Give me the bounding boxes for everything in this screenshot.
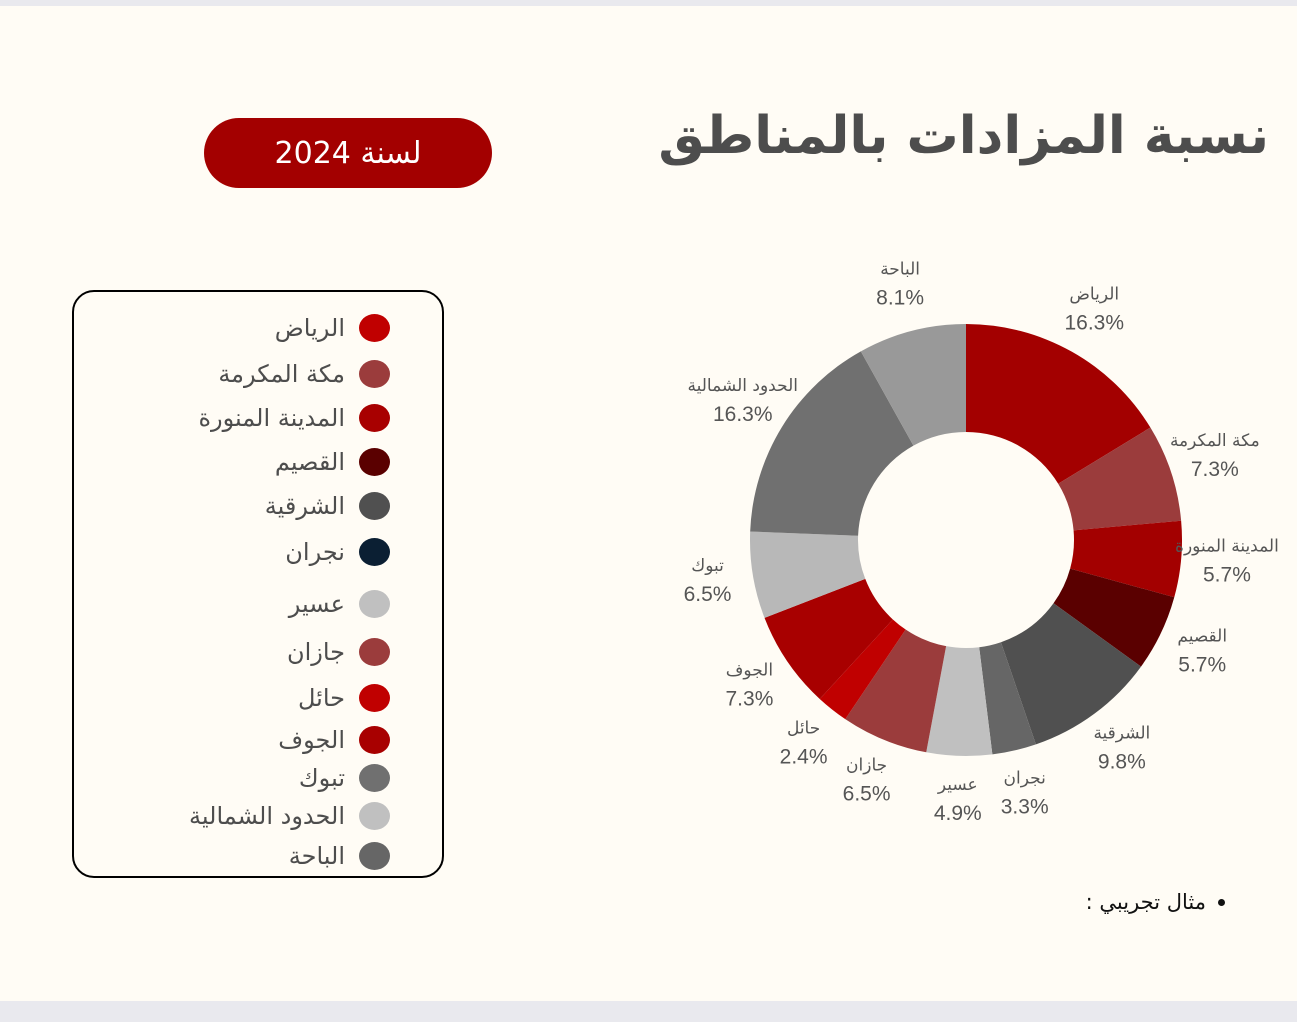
donut-slice xyxy=(926,646,993,756)
legend-item: حائل xyxy=(298,684,390,712)
legend-swatch xyxy=(359,360,390,388)
donut-slice xyxy=(750,531,866,618)
slice-category-label: جازان xyxy=(846,755,887,775)
note: مثال تجريبي : xyxy=(1086,890,1225,914)
slice-category-label: مكة المكرمة xyxy=(1170,431,1260,451)
legend-swatch xyxy=(359,802,390,830)
legend-label: حائل xyxy=(297,684,345,712)
slice-category-label: حائل xyxy=(787,719,820,739)
donut-slice xyxy=(966,324,1151,484)
slice-value-label: 5.7% xyxy=(1203,563,1251,586)
legend-item: الباحة xyxy=(289,842,390,870)
legend-label: الرياض xyxy=(274,314,345,342)
donut-slice xyxy=(764,578,893,699)
legend-item: الجوف xyxy=(278,726,390,754)
slice-value-label: 6.5% xyxy=(843,782,891,805)
page-title: نسبة المزادات بالمناطق xyxy=(658,106,1269,166)
year-badge: لسنة 2024 xyxy=(204,118,492,188)
slice-value-label: 4.9% xyxy=(934,802,982,825)
donut-slice xyxy=(979,642,1036,755)
donut-slice xyxy=(1058,427,1182,531)
slice-category-label: تبوك xyxy=(691,556,724,576)
legend-item: تبوك xyxy=(299,764,390,792)
legend-label: الجوف xyxy=(278,726,345,754)
legend-item: الرياض xyxy=(275,314,390,342)
legend-item: عسير xyxy=(289,590,390,618)
slice-value-label: 8.1% xyxy=(876,286,924,309)
legend-label: تبوك xyxy=(298,764,345,792)
donut-slice xyxy=(860,324,966,446)
donut-slice xyxy=(1053,568,1175,667)
legend-swatch xyxy=(359,590,390,618)
legend-swatch xyxy=(359,404,390,432)
donut-slice xyxy=(819,619,906,720)
legend-swatch xyxy=(359,538,390,566)
legend-label: عسير xyxy=(288,590,345,618)
slice-value-label: 16.3% xyxy=(713,403,773,426)
slice-category-label: عسير xyxy=(937,775,978,795)
slice-value-label: 5.7% xyxy=(1178,653,1226,676)
note-text: مثال تجريبي : xyxy=(1085,890,1206,914)
donut-slice xyxy=(1070,520,1182,598)
legend-label: الحدود الشمالية xyxy=(189,802,345,830)
slice-value-label: 9.8% xyxy=(1098,751,1146,774)
legend-swatch xyxy=(359,842,390,870)
slice-category-label: القصيم xyxy=(1177,626,1227,646)
legend-item: الشرقية xyxy=(265,492,390,520)
slice-category-label: الجوف xyxy=(726,660,773,680)
donut-slice xyxy=(845,629,947,753)
legend-swatch xyxy=(359,764,390,792)
donut-slice xyxy=(1000,603,1142,745)
slice-value-label: 7.3% xyxy=(1191,458,1239,481)
legend-item: المدينة المنورة xyxy=(198,404,390,432)
legend-swatch xyxy=(359,314,390,342)
legend-item: نجران xyxy=(285,538,390,566)
slice-category-label: الشرقية xyxy=(1093,724,1150,744)
legend-swatch xyxy=(359,684,390,712)
legend-swatch xyxy=(359,726,390,754)
legend-item: الحدود الشمالية xyxy=(189,802,390,830)
slice-category-label: الحدود الشمالية xyxy=(688,376,798,396)
slice-category-label: الباحة xyxy=(880,259,920,279)
legend-swatch xyxy=(359,448,390,476)
slice-value-label: 2.4% xyxy=(780,746,828,769)
legend-swatch xyxy=(359,492,390,520)
slice-value-label: 3.3% xyxy=(1001,795,1049,818)
legend-item: مكة المكرمة xyxy=(218,360,390,388)
legend-label: الباحة xyxy=(288,842,345,870)
legend-item: جازان xyxy=(287,638,390,666)
donut-slice xyxy=(750,351,914,536)
legend: الرياض مكة المكرمة المدينة المنورة القصيم ال… xyxy=(72,290,444,878)
slice-category-label: المدينة المنورة xyxy=(1175,536,1279,556)
bullet-icon xyxy=(1218,898,1225,906)
legend-label: مكة المكرمة xyxy=(218,360,345,388)
legend-swatch xyxy=(359,638,390,666)
legend-label: جازان xyxy=(286,638,345,666)
slice-category-label: نجران xyxy=(1004,768,1046,788)
slice-category-label: الرياض xyxy=(1069,285,1119,305)
slice-value-label: 16.3% xyxy=(1064,312,1124,335)
legend-item: القصيم xyxy=(275,448,390,476)
slice-value-label: 7.3% xyxy=(726,687,774,710)
legend-label: القصيم xyxy=(274,448,345,476)
legend-label: الشرقية xyxy=(264,492,345,520)
legend-label: المدينة المنورة xyxy=(198,404,345,432)
legend-label: نجران xyxy=(285,538,345,566)
slice-value-label: 6.5% xyxy=(684,583,732,606)
